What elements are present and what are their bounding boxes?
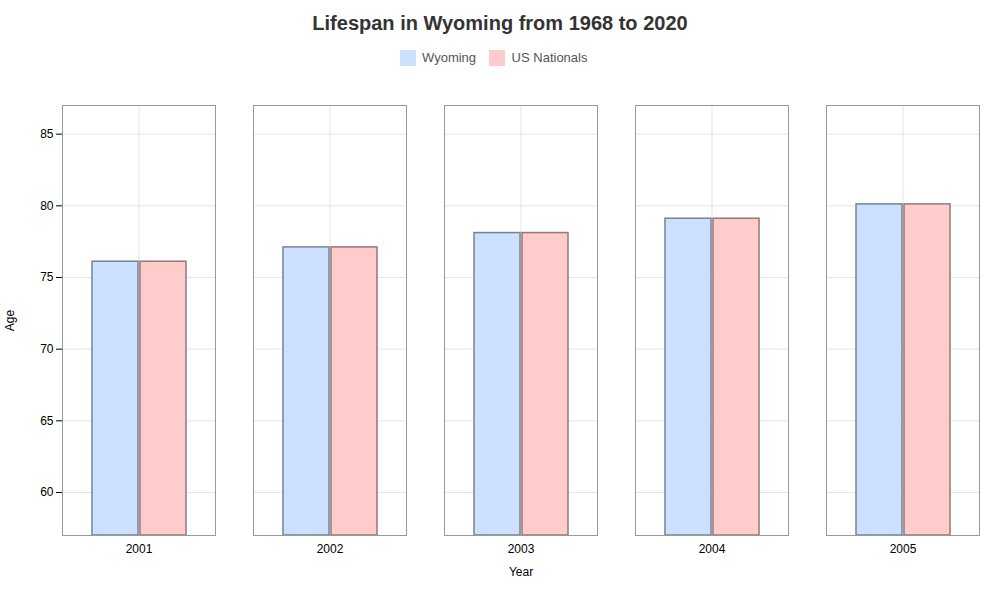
html-text:Lifespan in Wyoming from 1968: Lifespan in Wyoming from 1968 to 2020 <box>312 12 688 34</box>
svg-text:Year: Year <box>509 564 533 578</box>
svg-text:2004: 2004 <box>699 542 726 556</box>
svg-text:85: 85 <box>40 127 54 141</box>
svg-text:60: 60 <box>40 485 54 499</box>
svg-text:70: 70 <box>40 342 54 356</box>
html-text:US Nationals: US Nationals <box>511 50 588 65</box>
html-text:Wyoming: Wyoming <box>422 50 477 65</box>
svg-text:75: 75 <box>40 270 54 284</box>
svg-text:Age: Age <box>3 309 17 331</box>
svg-text:2001: 2001 <box>126 542 153 556</box>
svg-text:80: 80 <box>40 198 54 212</box>
svg-text:65: 65 <box>40 413 54 427</box>
svg-text:2005: 2005 <box>890 542 917 556</box>
svg-text:2003: 2003 <box>508 542 535 556</box>
svg-text:2002: 2002 <box>317 542 344 556</box>
